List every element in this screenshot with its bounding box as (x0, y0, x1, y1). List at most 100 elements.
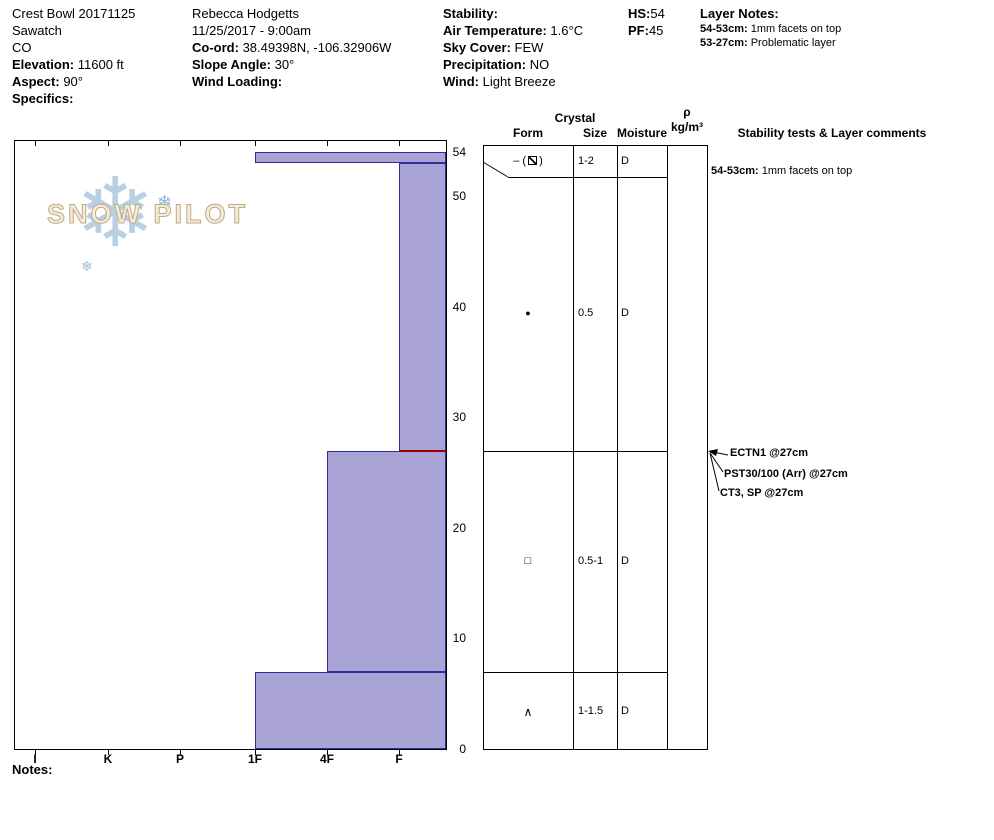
depth-hoar-icon: ∧ (523, 705, 533, 719)
layer-comment-range: 54-53cm: (711, 165, 759, 177)
density-header: ρ (683, 105, 691, 119)
wind-line: Wind: Light Breeze (443, 73, 583, 90)
precipitation-label: Precipitation: (443, 57, 527, 72)
hardness-axis-tick (35, 750, 36, 755)
hardness-axis-tick (108, 141, 109, 146)
problem-layer-line (399, 449, 446, 452)
table-border-left (483, 145, 484, 750)
air-temp-label: Air Temperature: (443, 23, 547, 38)
grain-size-cell: 0.5 (578, 307, 594, 319)
sky-cover-label: Sky Cover: (443, 40, 511, 55)
stability-test-pst: PST30/100 (Arr) @27cm (724, 468, 848, 480)
header-layer-notes-column: Layer Notes: 54-53cm: 1mm facets on top 5… (700, 5, 841, 50)
layer-line-27cm (483, 451, 667, 452)
moisture-cell: D (621, 555, 629, 567)
coordinates-line: Co-ord: 38.49398N, -106.32906W (192, 39, 391, 56)
hardness-axis-label: F (395, 752, 403, 766)
wind-value: Light Breeze (482, 74, 556, 89)
grain-size-cell: 1-2 (578, 155, 594, 167)
moisture-cell: D (621, 705, 629, 717)
moisture-cell: D (621, 307, 629, 319)
rounded-grains-icon: ● (525, 308, 531, 318)
hardness-layer-bar-2 (327, 450, 446, 672)
depth-axis: 54 50 40 30 20 10 0 (448, 141, 466, 756)
stability-label: Stability: (443, 6, 498, 21)
snowflake-icon: ❄ (75, 160, 156, 267)
hardness-layer-bar-3 (255, 671, 446, 749)
moisture-header: Moisture (617, 126, 668, 140)
table-border-density-comments (707, 145, 708, 750)
hardness-axis-tick (35, 141, 36, 146)
snowflake-icon-small: ❄ (157, 192, 173, 212)
layer-comment-54-53: 54-53cm: 1mm facets on top (711, 165, 852, 177)
specifics-label: Specifics: (12, 91, 74, 106)
slope-angle-value: 30° (274, 57, 295, 72)
paren-glyph: ) (539, 155, 543, 167)
observation-datetime: 11/25/2017 - 9:00am (192, 23, 312, 38)
pf-label: PF: (628, 23, 649, 38)
pit-name: Crest Bowl 20171125 (12, 6, 136, 21)
hardness-axis-label: 1F (247, 752, 262, 766)
hs-line: HS:54 (628, 5, 665, 22)
header-hs-pf-column: HS:54 PF:45 (628, 5, 665, 39)
ectn-arrow-line (712, 451, 729, 456)
aspect-value: 90° (63, 74, 83, 89)
mountain-range: Sawatch (12, 23, 62, 38)
hardness-axis-tick (108, 750, 109, 755)
hardness-axis-tick (327, 750, 328, 755)
stability-line: Stability: (443, 5, 583, 22)
grain-size-cell: 1-1.5 (578, 705, 604, 717)
stability-test-ectn: ECTN1 @27cm (730, 447, 808, 459)
dash-glyph: – ( (513, 155, 527, 167)
comments-header: Stability tests & Layer comments (737, 126, 927, 140)
table-bottom-line (483, 749, 708, 750)
layer-line-7cm (483, 672, 667, 673)
hardness-axis-tick (399, 750, 400, 755)
snowflake-icon-small: ❄ (81, 258, 93, 274)
snowpilot-watermark: SNOW PILOT (47, 199, 248, 230)
elevation-label: Elevation: (12, 57, 75, 72)
state: CO (12, 40, 32, 55)
hs-value: 54 (650, 6, 665, 21)
coord-label: Co-ord: (192, 40, 239, 55)
depth-axis-label: 50 (452, 189, 466, 204)
wind-loading-label: Wind Loading: (192, 74, 283, 89)
layer-note-1-range: 54-53cm: (700, 23, 748, 35)
layer-notes-title: Layer Notes: (700, 6, 779, 21)
pst-connector-line (709, 452, 724, 473)
layer-note-2-text: Problematic layer (750, 37, 836, 49)
hs-label: HS: (628, 6, 651, 21)
depth-axis-label: 0 (459, 742, 466, 756)
density-unit-header: kg/m³ (670, 120, 703, 134)
depth-axis-label: 20 (452, 520, 466, 535)
layer-comment-text: 1mm facets on top (761, 165, 853, 177)
wind-loading-line: Wind Loading: (192, 73, 391, 90)
precipitation-value: NO (529, 57, 550, 72)
slope-angle-line: Slope Angle: 30° (192, 56, 391, 73)
header-observer-column: Rebecca Hodgetts 11/25/2017 - 9:00am Co-… (192, 5, 391, 90)
slope-angle-label: Slope Angle: (192, 57, 271, 72)
elevation-line: Elevation: 11600 ft (12, 56, 135, 73)
hardness-layer-bar-0 (255, 152, 446, 164)
hardness-axis-tick (255, 141, 256, 146)
depth-axis-label: 10 (452, 631, 466, 646)
air-temp-value: 1.6°C (550, 23, 584, 38)
moisture-cell: D (621, 155, 629, 167)
grain-form-cell: □ (483, 555, 573, 567)
crystal-header: Crystal (554, 111, 596, 125)
elevation-value: 11600 ft (77, 57, 124, 72)
hardness-profile-plot: ❄ ❄ ❄ SNOW PILOT (14, 140, 447, 755)
layer-note-2: 53-27cm: Problematic layer (700, 36, 841, 50)
hardness-axis-label: K (103, 752, 113, 766)
wind-label: Wind: (443, 74, 479, 89)
depth-axis-label: 30 (452, 410, 466, 425)
grain-form-cell: ∧ (483, 705, 573, 719)
depth-axis-label: 54 (452, 145, 466, 160)
hardness-axis-label: P (175, 752, 184, 766)
air-temp-line: Air Temperature: 1.6°C (443, 22, 583, 39)
hardness-axis-tick (180, 141, 181, 146)
hardness-axis: I K P 1F 4F F (15, 752, 446, 768)
coord-value: 38.49398N, -106.32906W (242, 40, 392, 55)
depth-axis-label: 40 (452, 299, 466, 314)
